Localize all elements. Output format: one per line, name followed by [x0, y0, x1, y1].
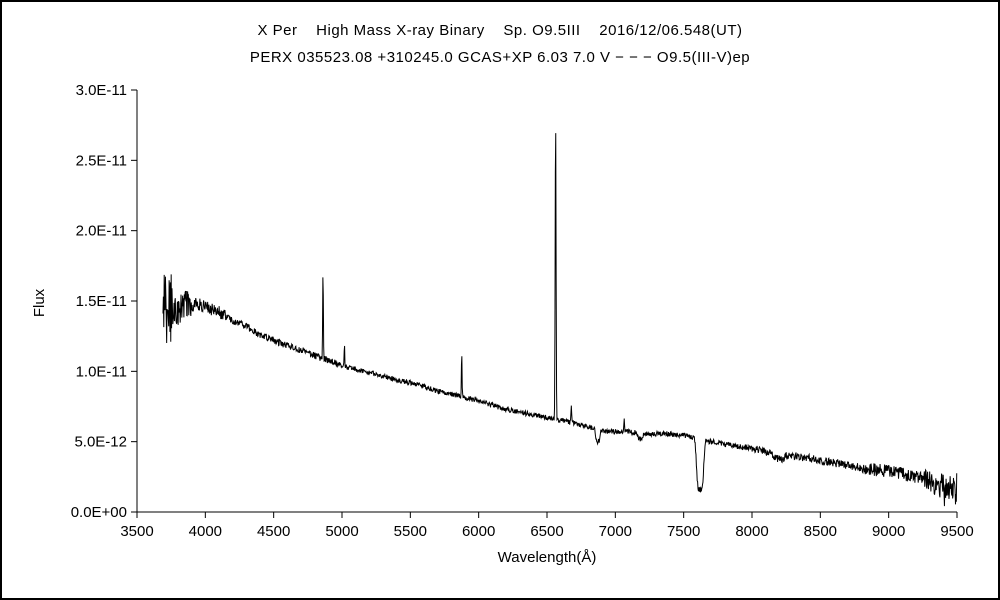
x-tick-label: 9000 — [872, 523, 905, 540]
y-tick-label: 2.0E-11 — [76, 223, 127, 240]
x-tick-label: 7000 — [599, 523, 632, 540]
y-tick-label: 1.5E-11 — [76, 293, 127, 310]
x-tick-label: 8500 — [804, 523, 837, 540]
y-tick-label: 5.0E-12 — [74, 434, 127, 451]
x-tick-label: 4000 — [189, 523, 222, 540]
x-tick-label: 4500 — [257, 523, 290, 540]
x-tick-label: 7500 — [667, 523, 700, 540]
x-axis-title: Wavelength(Å) — [497, 549, 597, 566]
y-axis-title: Flux — [31, 288, 48, 318]
x-tick-label: 6000 — [462, 523, 495, 540]
x-tick-label: 3500 — [120, 523, 153, 540]
x-tick-label: 8000 — [735, 523, 768, 540]
chart-title-line1: X Per High Mass X-ray Binary Sp. O9.5III… — [257, 22, 743, 39]
y-tick-label: 2.5E-11 — [76, 152, 127, 169]
x-tick-label: 6500 — [530, 523, 563, 540]
chart-title-line2: PERX 035523.08 +310245.0 GCAS+XP 6.03 7.… — [249, 49, 751, 66]
x-tick-label: 9500 — [940, 523, 973, 540]
spectrum-line — [162, 133, 958, 507]
y-tick-label: 1.0E-11 — [76, 363, 127, 380]
y-tick-label: 0.0E+00 — [71, 504, 127, 521]
x-tick-label: 5000 — [325, 523, 358, 540]
x-tick-label: 5500 — [394, 523, 427, 540]
y-tick-label: 3.0E-11 — [76, 82, 127, 99]
